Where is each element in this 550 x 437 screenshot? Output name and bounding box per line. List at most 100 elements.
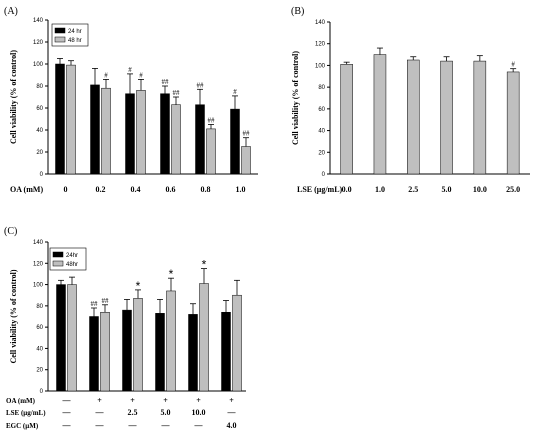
bar bbox=[506, 71, 520, 175]
panel-label: (C) bbox=[4, 226, 17, 237]
bar bbox=[125, 93, 135, 175]
significance-mark: # bbox=[139, 71, 143, 79]
legend-swatch bbox=[52, 251, 64, 258]
table-cell: + bbox=[130, 396, 135, 405]
y-tick-label: 20 bbox=[36, 368, 43, 374]
y-tick-label: 40 bbox=[318, 129, 325, 135]
table-cell: — bbox=[227, 408, 237, 417]
y-tick-label: 80 bbox=[36, 304, 43, 310]
y-axis-label: Cell viability (% of control) bbox=[9, 269, 18, 363]
y-tick-label: 0 bbox=[40, 172, 44, 178]
y-tick-label: 0 bbox=[40, 389, 44, 395]
table-cell: 4.0 bbox=[227, 421, 237, 430]
panel-label: (B) bbox=[291, 6, 304, 17]
bar bbox=[171, 104, 181, 175]
table-cell: + bbox=[163, 396, 168, 405]
bar bbox=[206, 128, 216, 175]
significance-star: * bbox=[136, 279, 141, 293]
y-tick-label: 120 bbox=[33, 40, 44, 46]
x-tick-label: 0.0 bbox=[342, 185, 352, 194]
y-tick-label: 120 bbox=[315, 42, 326, 48]
legend-label: 48hr bbox=[66, 262, 78, 268]
y-tick-label: 0 bbox=[322, 172, 326, 178]
significance-mark: ## bbox=[243, 130, 251, 138]
legend-label: 48 hr bbox=[68, 38, 82, 44]
y-tick-label: 140 bbox=[33, 240, 44, 246]
bar bbox=[160, 93, 170, 175]
y-tick-label: 20 bbox=[36, 150, 43, 156]
bar bbox=[373, 54, 387, 175]
table-cell: — bbox=[62, 421, 72, 430]
bar bbox=[155, 313, 165, 392]
chart-a: (A) 0 20 40 60 80 100 120 140 Cell viability (% o… bbox=[4, 6, 258, 194]
y-tick-label: 20 bbox=[318, 150, 325, 156]
y-tick-label: 40 bbox=[36, 346, 43, 352]
bar bbox=[199, 283, 209, 392]
y-axis-label: Cell viability (% of control) bbox=[291, 51, 300, 145]
y-tick-label: 60 bbox=[36, 325, 43, 331]
legend-label: 24 hr bbox=[68, 29, 82, 35]
bar bbox=[340, 64, 353, 175]
significance-star: * bbox=[169, 267, 174, 281]
x-tick-label: 0.4 bbox=[131, 185, 141, 194]
x-tick-label: 0 bbox=[64, 185, 68, 194]
table-row-label: EGC (μM) bbox=[6, 422, 39, 430]
table-cell: 10.0 bbox=[192, 408, 206, 417]
table-row-label: OA (mM) bbox=[6, 397, 36, 405]
bar bbox=[101, 87, 111, 175]
legend: 24hr 48hr bbox=[49, 247, 87, 271]
table-cell: + bbox=[97, 396, 102, 405]
significance-mark: # bbox=[104, 71, 108, 79]
bar bbox=[440, 60, 453, 175]
bar bbox=[407, 59, 420, 175]
significance-mark: ## bbox=[102, 297, 110, 305]
significance-mark: # bbox=[233, 88, 237, 96]
x-axis-label: OA (mM) bbox=[10, 185, 43, 194]
bar bbox=[56, 284, 66, 392]
table-cell: — bbox=[128, 421, 138, 430]
bar bbox=[100, 311, 110, 392]
x-tick-label: 0.6 bbox=[166, 185, 176, 194]
y-tick-label: 140 bbox=[315, 20, 326, 26]
legend-swatch bbox=[54, 27, 66, 34]
bar bbox=[195, 104, 205, 175]
legend: 24 hr 48 hr bbox=[51, 23, 89, 47]
table-cell: — bbox=[62, 408, 72, 417]
significance-mark: ## bbox=[91, 300, 99, 308]
y-tick-label: 60 bbox=[36, 106, 43, 112]
y-tick-label: 120 bbox=[33, 261, 44, 267]
y-tick-label: 80 bbox=[36, 84, 43, 90]
x-tick-label: 0.8 bbox=[201, 185, 211, 194]
y-tick-label: 100 bbox=[315, 63, 326, 69]
y-tick-label: 80 bbox=[318, 85, 325, 91]
bar bbox=[221, 311, 231, 392]
table-cell: — bbox=[161, 421, 171, 430]
y-tick-label: 40 bbox=[36, 128, 43, 134]
y-axis-label: Cell viability (% of control) bbox=[9, 50, 18, 144]
significance-star: * bbox=[202, 258, 207, 272]
x-tick-label: 25.0 bbox=[506, 185, 520, 194]
table-cell: 2.5 bbox=[128, 408, 138, 417]
bar bbox=[89, 316, 99, 392]
x-tick-label: 5.0 bbox=[442, 185, 452, 194]
chart-c: (C) 0 20 40 60 80 100 120 140 Cell viability (% o… bbox=[4, 226, 246, 430]
y-tick-label: 140 bbox=[33, 18, 44, 24]
bar bbox=[122, 309, 132, 392]
legend-swatch bbox=[54, 36, 66, 43]
table-cell: 5.0 bbox=[161, 408, 171, 417]
table-cell: — bbox=[95, 408, 105, 417]
significance-mark: # bbox=[128, 66, 132, 74]
significance-mark: ## bbox=[173, 89, 181, 97]
y-tick-label: 60 bbox=[318, 107, 325, 113]
legend-swatch bbox=[52, 260, 64, 267]
chart-b: (B) 0 20 40 60 80 100 120 140 Cell viability (% o… bbox=[291, 6, 530, 194]
bar bbox=[230, 108, 240, 175]
bar bbox=[473, 60, 487, 175]
bar bbox=[136, 90, 146, 175]
x-tick-label: 0.2 bbox=[96, 185, 106, 194]
significance-mark: ## bbox=[162, 78, 170, 86]
bar bbox=[66, 64, 76, 175]
table-cell: — bbox=[95, 421, 105, 430]
bar bbox=[188, 314, 198, 392]
